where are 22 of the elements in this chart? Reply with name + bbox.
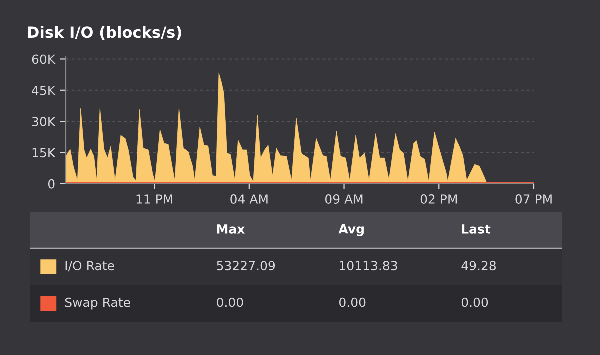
- y-tick-label: 0: [48, 179, 55, 189]
- text: 49.28: [462, 261, 496, 271]
- x-tick-label: 04 AM: [230, 194, 268, 204]
- x-tick-label: 07 PM: [516, 194, 552, 204]
- y-tick-label: 15K: [32, 148, 56, 158]
- y-tick-label: 45K: [32, 86, 56, 96]
- text: 0.00: [217, 298, 244, 308]
- x-tick-label: 09 AM: [325, 194, 363, 204]
- text: Last: [462, 224, 491, 234]
- legend-label: Swap Rate: [65, 298, 130, 310]
- chart-title: Disk I/O (blocks/s): [28, 26, 182, 40]
- y-tick-label: 30K: [32, 117, 56, 126]
- text: Max: [217, 224, 246, 234]
- text: 0.00: [340, 298, 366, 308]
- legend-label: I/O Rate: [66, 261, 114, 272]
- y-tick-label: 60K: [32, 54, 56, 64]
- text: 10113.83: [340, 261, 398, 271]
- text: 53227.09: [217, 261, 276, 271]
- x-tick-label: 11 PM: [136, 194, 172, 204]
- text: Avg: [338, 224, 364, 236]
- x-tick-label: 02 PM: [420, 194, 458, 204]
- text: 0.00: [462, 298, 488, 308]
